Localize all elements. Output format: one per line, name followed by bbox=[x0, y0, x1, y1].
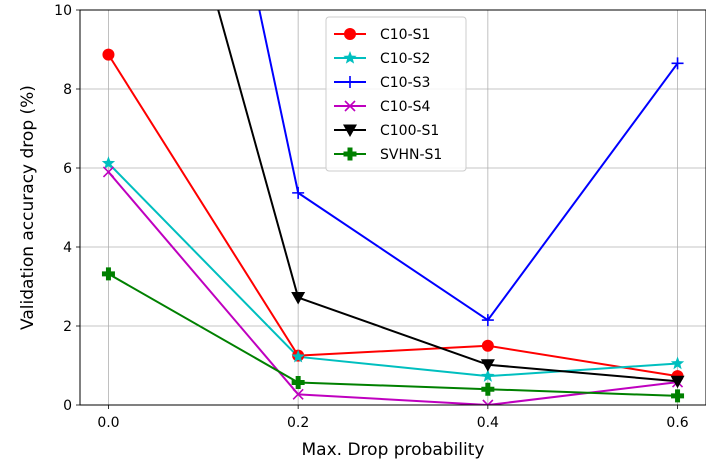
series-lines bbox=[107, 10, 679, 405]
legend-marker bbox=[343, 124, 357, 137]
y-tick-label: 2 bbox=[63, 319, 72, 335]
x-axis-label: Max. Drop probability bbox=[302, 440, 485, 460]
y-tick-label: 8 bbox=[63, 82, 72, 98]
data-point-svhn-s1 bbox=[101, 267, 115, 281]
series-markers bbox=[101, 48, 685, 405]
y-tick-label: 4 bbox=[63, 240, 72, 256]
plot-frame bbox=[79, 9, 706, 406]
legend-label: SVHN-S1 bbox=[380, 147, 442, 163]
x-tick-label: 0.2 bbox=[287, 415, 309, 431]
x-axis-ticks: 0.0 0.2 0.4 0.6 bbox=[97, 405, 689, 431]
y-tick-label: 6 bbox=[63, 161, 72, 177]
series-line-c10-s2 bbox=[107, 162, 678, 378]
y-tick-label: 0 bbox=[63, 398, 72, 414]
data-point-c10-s1 bbox=[102, 48, 115, 61]
y-axis-label: Validation accuracy drop (%) bbox=[18, 85, 38, 330]
legend-marker bbox=[343, 51, 357, 64]
data-point-c100-s1 bbox=[670, 375, 685, 389]
legend-marker bbox=[344, 76, 356, 88]
data-point-svhn-s1 bbox=[671, 389, 685, 403]
data-point-c100-s1 bbox=[480, 359, 495, 372]
data-point-c10-s2 bbox=[481, 369, 495, 382]
series-line-c10-s1 bbox=[107, 54, 678, 378]
series-line-c10-s3 bbox=[258, 10, 679, 322]
legend-marker bbox=[343, 147, 357, 161]
x-tick-label: 0.4 bbox=[477, 415, 499, 431]
data-point-c10-s3 bbox=[481, 314, 494, 327]
data-point-c10-s3 bbox=[671, 57, 684, 70]
x-tick-label: 0.0 bbox=[97, 415, 119, 431]
data-point-c100-s1 bbox=[291, 292, 306, 305]
data-point-c10-s2 bbox=[670, 356, 685, 370]
data-point-c10-s3 bbox=[292, 186, 305, 199]
data-point-c10-s1 bbox=[481, 339, 494, 352]
legend-marker bbox=[344, 100, 356, 112]
legend-box bbox=[325, 16, 467, 172]
data-point-c10-s4 bbox=[482, 399, 494, 405]
legend-label: C100-S1 bbox=[380, 123, 439, 139]
y-axis-ticks: 0 2 4 6 8 10 bbox=[54, 3, 80, 414]
legend-marker bbox=[344, 28, 356, 40]
legend-label: C10-S1 bbox=[380, 27, 430, 43]
series-line-c100-s1 bbox=[217, 10, 678, 383]
legend-label: C10-S4 bbox=[380, 99, 431, 115]
series-line-svhn-s1 bbox=[107, 272, 678, 397]
legend: C10-S1 C10-S2 C10-S3 C10-S4 C100-S1 SVHN-S1 bbox=[325, 16, 467, 172]
legend-label: C10-S2 bbox=[380, 51, 430, 67]
data-point-c10-s2 bbox=[291, 349, 305, 363]
data-point-c10-s2 bbox=[101, 156, 116, 169]
data-point-c10-s4 bbox=[292, 388, 304, 400]
legend-label: C10-S3 bbox=[380, 75, 430, 91]
data-point-c10-s4 bbox=[102, 166, 115, 178]
x-tick-label: 0.6 bbox=[666, 415, 688, 431]
data-point-svhn-s1 bbox=[291, 375, 305, 389]
data-point-svhn-s1 bbox=[481, 382, 495, 396]
y-tick-label: 10 bbox=[54, 3, 72, 19]
